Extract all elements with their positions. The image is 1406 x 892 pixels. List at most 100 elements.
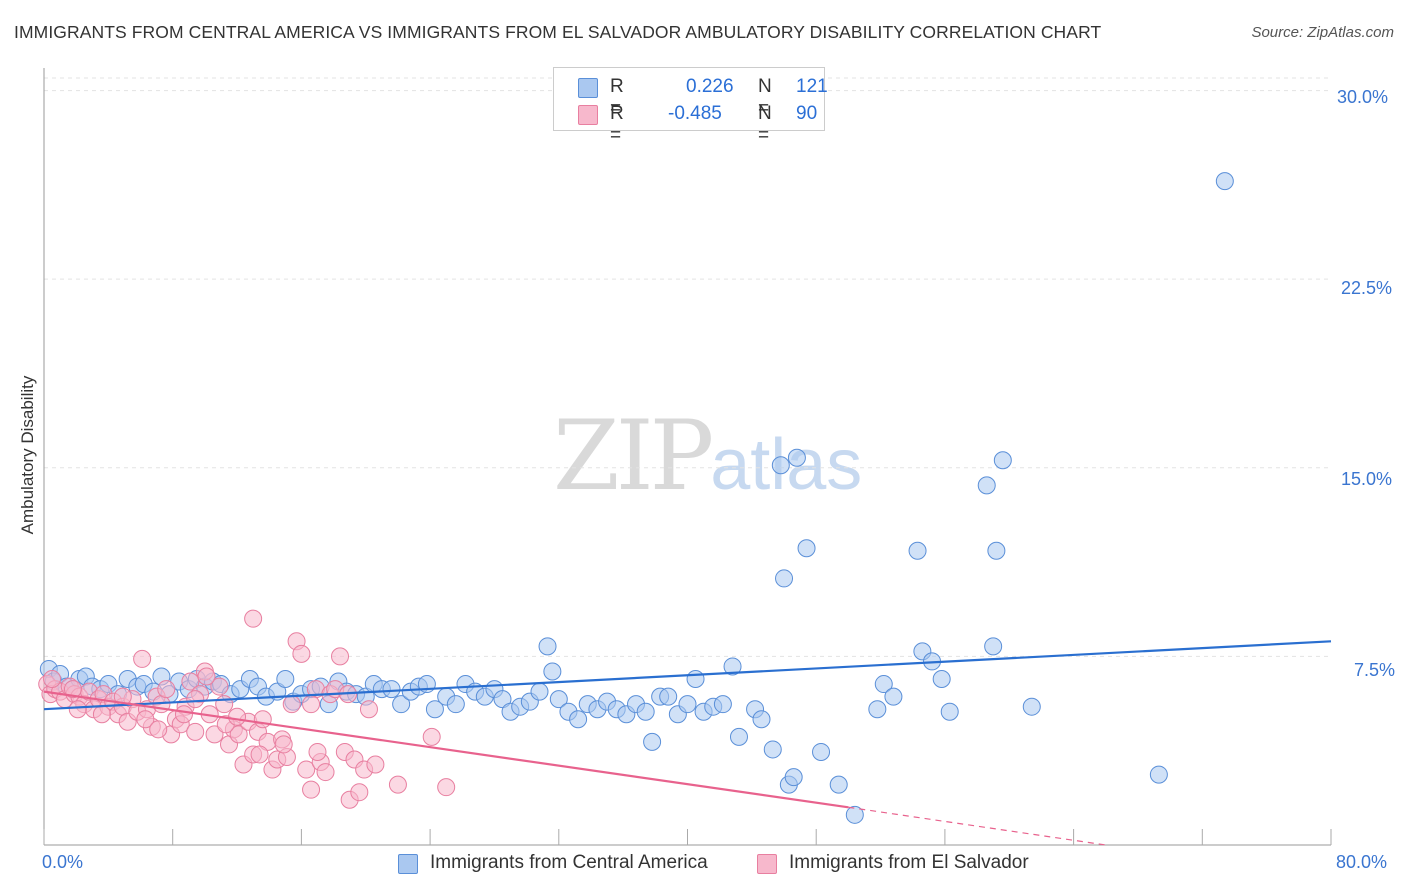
trendline-dashed-s2 bbox=[848, 806, 1106, 846]
point-s2-45 bbox=[253, 710, 272, 729]
point-s2-55 bbox=[302, 780, 321, 799]
point-s1-103 bbox=[987, 541, 1006, 560]
point-s2-71 bbox=[437, 778, 456, 797]
point-s2-36 bbox=[210, 677, 229, 696]
point-s2-70 bbox=[422, 727, 441, 746]
point-s2-86 bbox=[308, 742, 327, 761]
point-s1-92 bbox=[845, 805, 864, 824]
point-s2-85 bbox=[274, 735, 293, 754]
point-s1-70 bbox=[643, 732, 662, 751]
point-s2-37 bbox=[215, 695, 234, 714]
y-axis-label: Ambulatory Disability bbox=[18, 375, 37, 535]
trendline-s1 bbox=[43, 640, 1332, 711]
point-s1-41 bbox=[382, 680, 401, 699]
point-s1-75 bbox=[686, 670, 705, 689]
point-s2-88 bbox=[302, 695, 321, 714]
point-s1-87 bbox=[784, 768, 803, 787]
watermark-zip: ZIP bbox=[553, 400, 714, 512]
point-s2-51 bbox=[282, 695, 301, 714]
point-s1-69 bbox=[636, 702, 655, 721]
point-s1-58 bbox=[538, 637, 557, 656]
point-s1-29 bbox=[276, 670, 295, 689]
x-tick-min: 0.0% bbox=[42, 852, 84, 872]
point-s2-73 bbox=[63, 680, 82, 699]
blue-swatch bbox=[398, 854, 418, 874]
point-s1-90 bbox=[812, 742, 831, 761]
point-s1-74 bbox=[678, 695, 697, 714]
point-s2-78 bbox=[250, 745, 269, 764]
pink-swatch bbox=[578, 105, 598, 125]
point-s1-100 bbox=[940, 702, 959, 721]
point-s2-31 bbox=[186, 722, 205, 741]
point-s1-104 bbox=[993, 451, 1012, 470]
point-s1-80 bbox=[729, 727, 748, 746]
x-tick-max: 80.0% bbox=[1336, 852, 1388, 872]
point-s1-102 bbox=[984, 637, 1003, 656]
r-value-el-salvador: -0.485 bbox=[668, 103, 722, 124]
y-tick-15: 15.0% bbox=[1341, 469, 1393, 489]
point-s2-82 bbox=[149, 720, 168, 739]
point-s1-95 bbox=[884, 687, 903, 706]
point-s1-78 bbox=[713, 695, 732, 714]
point-s2-61 bbox=[331, 647, 350, 666]
correlation-legend: R = 0.226 N = 121 R = -0.485 N = 90 bbox=[553, 67, 828, 146]
pink-swatch bbox=[757, 854, 777, 874]
point-s1-93 bbox=[868, 700, 887, 719]
point-s1-72 bbox=[659, 687, 678, 706]
point-s1-59 bbox=[543, 662, 562, 681]
chart-title: IMMIGRANTS FROM CENTRAL AMERICA VS IMMIG… bbox=[14, 22, 1102, 42]
point-s2-76 bbox=[174, 705, 193, 724]
point-s2-65 bbox=[350, 783, 369, 802]
point-s1-79 bbox=[723, 657, 742, 676]
point-s1-85 bbox=[775, 569, 794, 588]
n-label: N = bbox=[758, 103, 772, 146]
point-s2-84 bbox=[228, 707, 247, 726]
point-s1-101 bbox=[977, 476, 996, 495]
point-s1-106 bbox=[1149, 765, 1168, 784]
n-value-el-salvador: 90 bbox=[796, 103, 818, 124]
point-s2-40 bbox=[229, 725, 248, 744]
r-label: R = bbox=[610, 76, 624, 119]
point-s2-54 bbox=[297, 760, 316, 779]
point-s1-62 bbox=[569, 710, 588, 729]
r-label: R = bbox=[610, 103, 624, 146]
watermark: ZIPatlas bbox=[553, 400, 862, 512]
point-s2-79 bbox=[197, 667, 216, 686]
point-s2-68 bbox=[244, 609, 263, 628]
point-s1-60 bbox=[549, 690, 568, 709]
point-s1-46 bbox=[425, 700, 444, 719]
point-s2-87 bbox=[366, 755, 385, 774]
point-s1-57 bbox=[530, 682, 549, 701]
point-s1-42 bbox=[392, 695, 411, 714]
point-s1-84 bbox=[771, 456, 790, 475]
legend-label-el-salvador: Immigrants from El Salvador bbox=[789, 852, 1029, 873]
point-s2-69 bbox=[388, 775, 407, 794]
y-tick-7-5: 7.5% bbox=[1354, 660, 1396, 680]
point-s1-89 bbox=[797, 539, 816, 558]
point-s1-88 bbox=[787, 448, 806, 467]
r-value-central-america: 0.226 bbox=[686, 76, 734, 97]
point-s2-75 bbox=[136, 710, 155, 729]
n-label: N = bbox=[758, 76, 772, 119]
point-s1-53 bbox=[493, 690, 512, 709]
source-label: Source: ZipAtlas.com bbox=[1251, 24, 1394, 41]
y-tick-30: 30.0% bbox=[1337, 87, 1389, 107]
point-s2-58 bbox=[316, 763, 335, 782]
point-s1-94 bbox=[874, 675, 893, 694]
point-s1-96 bbox=[908, 541, 927, 560]
point-s1-105 bbox=[1022, 697, 1041, 716]
point-s2-74 bbox=[92, 705, 111, 724]
point-s1-83 bbox=[763, 740, 782, 759]
trendline-s2 bbox=[43, 690, 849, 809]
point-s2-35 bbox=[205, 725, 224, 744]
point-s2-72 bbox=[43, 670, 62, 689]
point-s2-67 bbox=[359, 700, 378, 719]
blue-swatch bbox=[578, 78, 598, 98]
point-s1-91 bbox=[829, 775, 848, 794]
legend-label-central-america: Immigrants from Central America bbox=[430, 852, 708, 873]
point-s2-20 bbox=[133, 649, 152, 668]
y-tick-22-5: 22.5% bbox=[1341, 278, 1393, 298]
point-s2-53 bbox=[292, 644, 311, 663]
point-s1-48 bbox=[446, 695, 465, 714]
